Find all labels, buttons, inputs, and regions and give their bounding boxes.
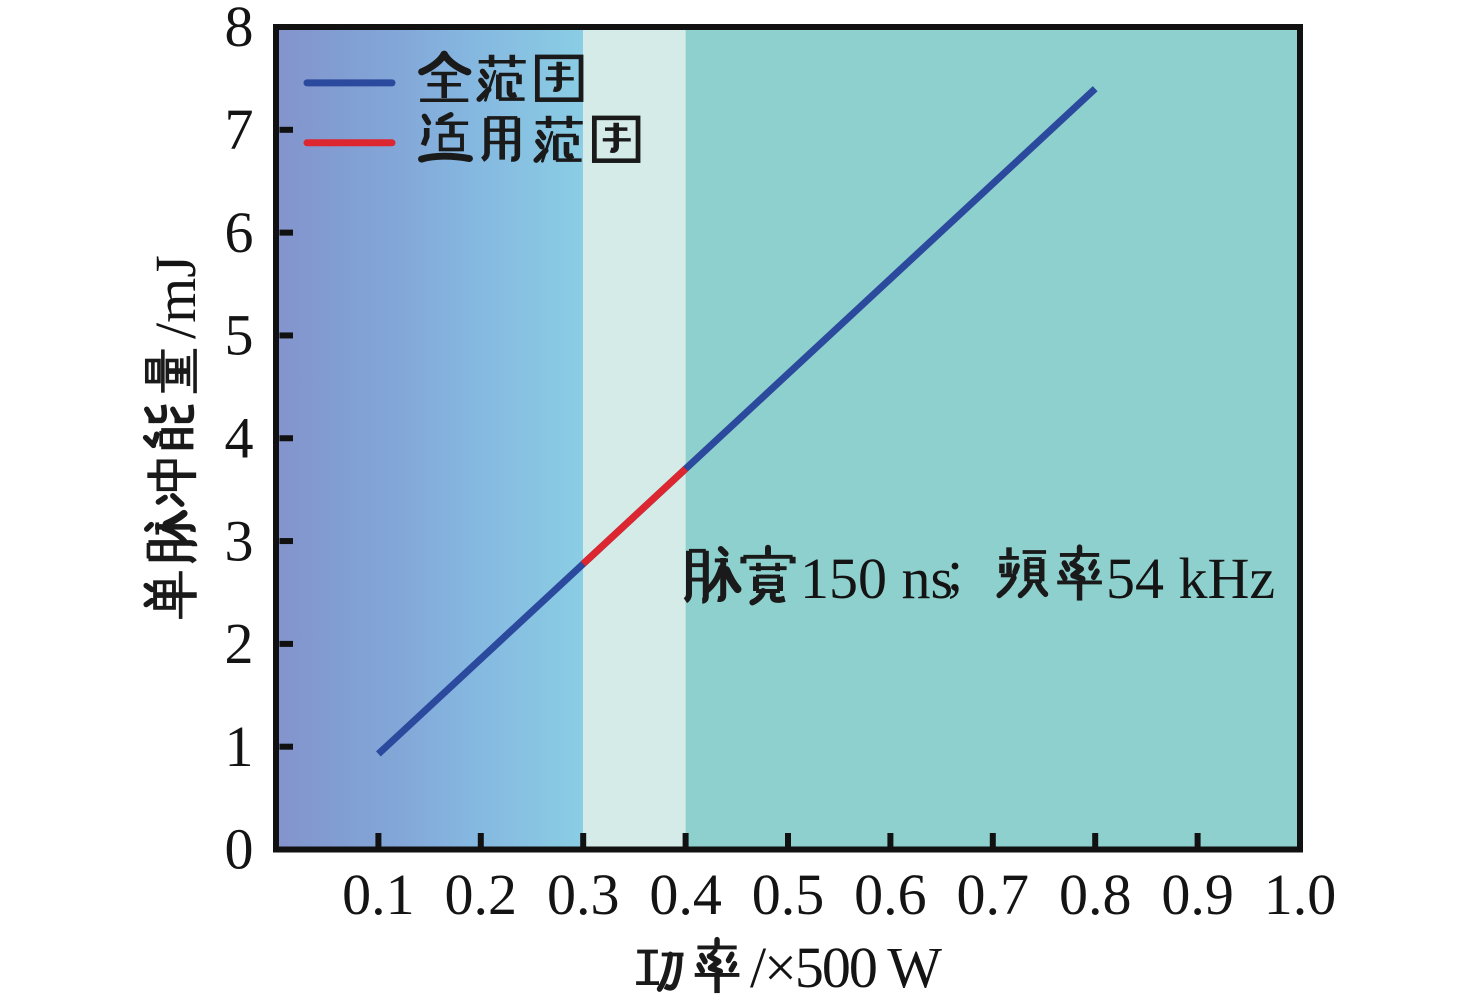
svg-text:150 ns: 150 ns: [800, 546, 953, 611]
svg-text:4: 4: [225, 405, 254, 470]
svg-text:0.6: 0.6: [854, 862, 927, 927]
svg-text:0.3: 0.3: [547, 862, 620, 927]
svg-text:8: 8: [225, 0, 254, 59]
svg-text:0.5: 0.5: [752, 862, 825, 927]
svg-text:1: 1: [225, 714, 254, 779]
svg-text:0.7: 0.7: [957, 862, 1030, 927]
svg-text:/mJ: /mJ: [143, 255, 208, 339]
svg-text:54 kHz: 54 kHz: [1106, 546, 1275, 611]
svg-text:/×500 W: /×500 W: [750, 935, 942, 1000]
svg-text:2: 2: [225, 611, 254, 676]
svg-text:0.1: 0.1: [342, 862, 415, 927]
svg-text:3: 3: [225, 508, 254, 573]
svg-text:0: 0: [225, 817, 254, 882]
svg-text:0.8: 0.8: [1059, 862, 1132, 927]
svg-text:;: ;: [947, 538, 963, 603]
svg-text:6: 6: [225, 200, 254, 265]
svg-text:1.0: 1.0: [1264, 862, 1337, 927]
svg-text:0.9: 0.9: [1161, 862, 1234, 927]
svg-text:5: 5: [225, 303, 254, 368]
svg-text:0.2: 0.2: [445, 862, 518, 927]
svg-text:0.4: 0.4: [649, 862, 722, 927]
svg-text:7: 7: [225, 97, 254, 162]
